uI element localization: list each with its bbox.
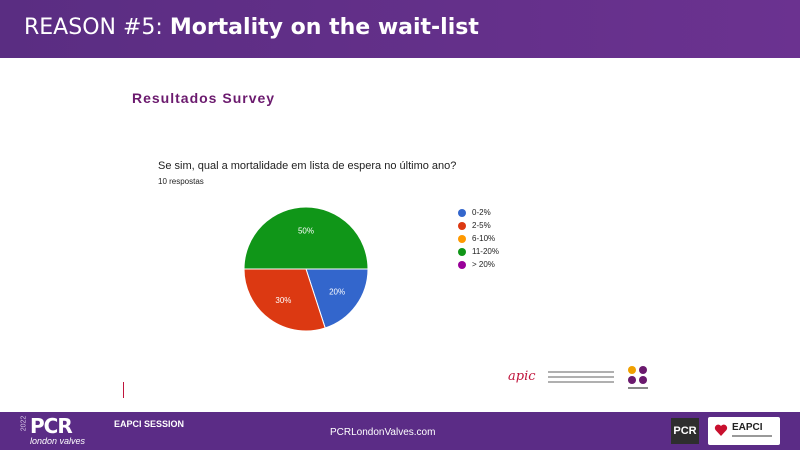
pie-data-label-2: 30% xyxy=(275,296,291,305)
accent-line xyxy=(123,382,124,398)
pcr-brand: PCR xyxy=(30,414,73,438)
legend-swatch xyxy=(458,208,466,217)
legend-item: 2-5% xyxy=(458,219,499,232)
pie-data-label-4: 50% xyxy=(298,227,314,236)
pcr-badge: PCR xyxy=(671,418,699,444)
pie-slice-2 xyxy=(243,268,326,332)
pie-slice-1 xyxy=(305,268,369,329)
section-title: Resultados Survey xyxy=(132,90,276,106)
pie-chart: 50% 20% 30% xyxy=(243,206,369,332)
pie-data-label-1: 20% xyxy=(329,288,345,297)
heart-icon xyxy=(714,424,728,436)
apic-logo-tagline xyxy=(548,371,614,386)
apic-logo: apic xyxy=(508,367,618,389)
legend-item: 11-20% xyxy=(458,245,499,258)
spc-logo xyxy=(628,366,648,389)
eapci-tagline xyxy=(732,435,772,437)
legend-swatch xyxy=(458,221,466,230)
apic-logo-text: apic xyxy=(508,369,536,384)
legend-label: 6-10% xyxy=(472,234,496,243)
slide-title-lead: REASON #5: xyxy=(24,15,163,40)
survey-question: Se sim, qual a mortalidade em lista de e… xyxy=(158,160,457,172)
website-link[interactable]: PCRLondonValves.com xyxy=(330,427,436,438)
pcr-brand-sub: london valves xyxy=(30,436,86,446)
legend-label: 11-20% xyxy=(472,247,499,256)
slide-title: REASON #5: Mortality on the wait-list xyxy=(24,15,479,40)
pcr-year: 2022 xyxy=(20,415,28,432)
legend-label: 0-2% xyxy=(472,208,491,217)
pie-slice-4 xyxy=(243,206,369,270)
session-label: EAPCI SESSION xyxy=(114,419,185,429)
eapci-label: EAPCI xyxy=(732,422,763,433)
legend-item: 6-10% xyxy=(458,232,499,245)
response-count: 10 respostas xyxy=(158,177,204,186)
slide-header: REASON #5: Mortality on the wait-list xyxy=(0,0,800,58)
legend-swatch xyxy=(458,260,466,269)
slide-footer: 2022 PCR london valves EAPCI SESSION PCR… xyxy=(0,412,800,450)
legend-label: > 20% xyxy=(472,260,495,269)
legend-swatch xyxy=(458,234,466,243)
legend-label: 2-5% xyxy=(472,221,491,230)
legend-swatch xyxy=(458,247,466,256)
eapci-logo: EAPCI xyxy=(708,417,780,445)
legend-item: 0-2% xyxy=(458,206,499,219)
legend-item: > 20% xyxy=(458,258,499,271)
chart-legend: 0-2% 2-5% 6-10% 11-20% > 20% xyxy=(458,206,499,271)
slide-title-rest: Mortality on the wait-list xyxy=(169,15,479,40)
